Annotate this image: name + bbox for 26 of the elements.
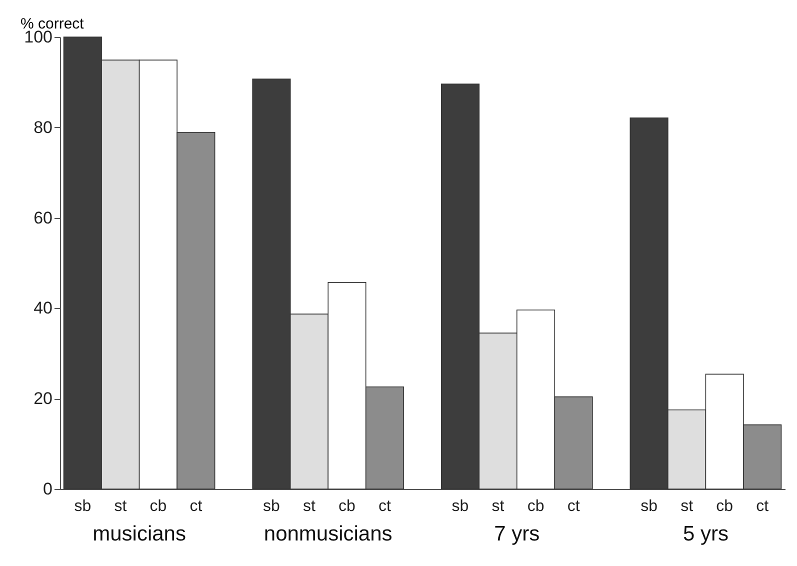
text: ct <box>378 498 391 515</box>
series-label: st <box>114 498 128 515</box>
series-label: sb <box>74 498 92 515</box>
x-tick-label: nonmusicians <box>264 522 392 546</box>
text: sb <box>452 498 469 515</box>
text: cb <box>527 498 544 515</box>
text: cb <box>716 498 734 515</box>
text: st <box>302 498 316 515</box>
y-tick-label: 0 <box>43 480 52 498</box>
series-label: ct <box>190 498 203 515</box>
y-tick-label: 80 <box>34 118 52 137</box>
y-tick-label: 100 <box>24 28 52 46</box>
y-tick-label: 20 <box>34 389 52 408</box>
text: cb <box>338 498 356 515</box>
text: ct <box>756 498 769 515</box>
text: sb <box>263 498 280 515</box>
x-tick-label: 7 yrs <box>494 522 540 546</box>
x-tick-label: musicians <box>92 522 186 546</box>
series-label: cb <box>150 498 167 515</box>
text: sb <box>640 498 658 515</box>
text: st <box>492 498 504 515</box>
y-tick-label: 40 <box>34 298 52 318</box>
text: st <box>680 498 694 515</box>
y-tick-label: 60 <box>34 208 52 228</box>
text: ct <box>567 498 580 515</box>
x-tick-label: 5 yrs <box>682 522 728 546</box>
